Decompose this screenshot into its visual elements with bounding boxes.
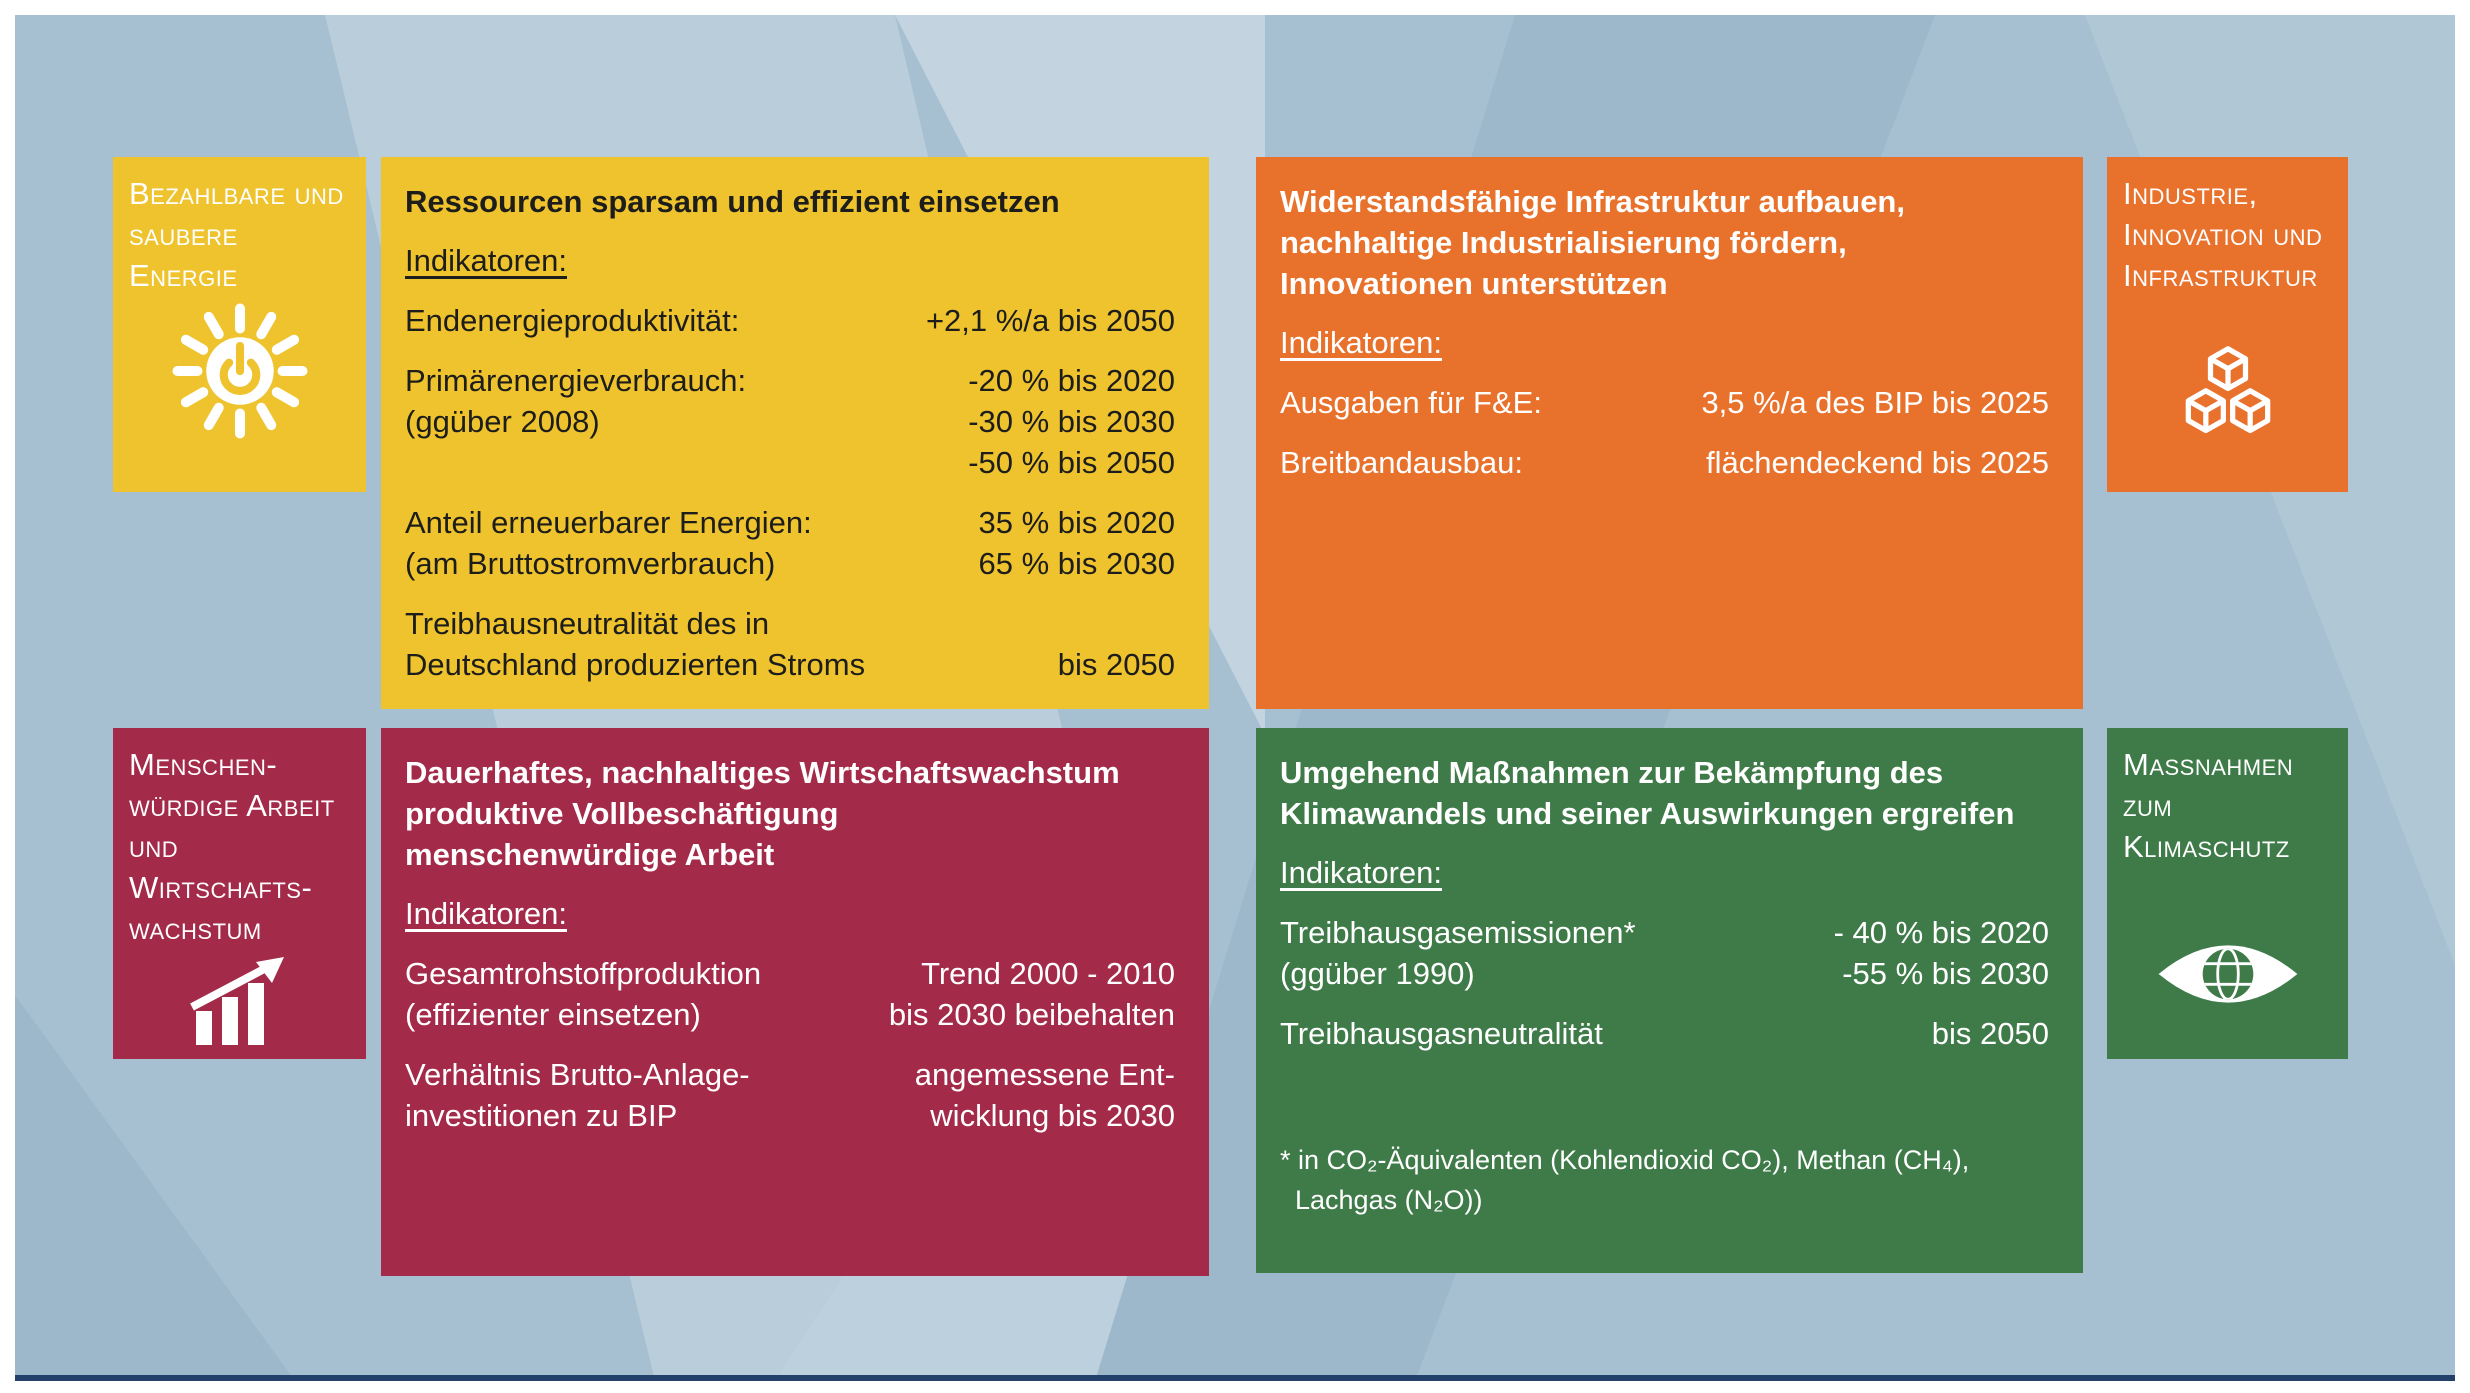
indicator-value: bis 2050 [1931, 1016, 2049, 1051]
industry-panel: Widerstandsfähige Infrastruktur aufbauen… [1256, 157, 2083, 709]
climate-panel: Umgehend Maßnahmen zur Bekämpfung des Kl… [1256, 728, 2083, 1273]
indicator-row: Verhältnis Brutto-Anlage- investitionen … [405, 1054, 1175, 1136]
sun-power-icon [165, 296, 315, 446]
sdg9-industry-tile: Industrie, Innovation und Infrastruktur [2107, 157, 2348, 492]
co2-footnote: * in CO₂-Äquivalenten (Kohlendioxid CO₂)… [1280, 1145, 1970, 1215]
indicator-label: Breitbandausbau: [1280, 445, 1524, 480]
energy-panel-title: Ressourcen sparsam und effizient einsetz… [405, 184, 1060, 219]
indicator-row: Endenergieproduktivität: +2,1 %/a bis 20… [405, 300, 1175, 341]
energy-indicators-heading: Indikatoren: [405, 243, 567, 278]
indicator-label: Endenergieproduktivität: [405, 303, 740, 338]
industry-panel-title: Widerstandsfähige Infrastruktur aufbauen… [1280, 184, 1905, 301]
growth-chart-icon [180, 949, 300, 1053]
indicator-value: 35 % bis 2020 65 % bis 2030 [978, 505, 1175, 581]
slide: Bezahlbare und saubere Energie [15, 15, 2455, 1381]
indicator-label: Treibhausgasneutralität [1280, 1016, 1603, 1051]
eye-globe-icon [2153, 931, 2303, 1017]
indicator-value: flächendeckend bis 2025 [1706, 445, 2049, 480]
work-economy-panel: Dauerhaftes, nachhaltiges Wirtschaftswac… [381, 728, 1209, 1276]
indicator-label: Primärenergieverbrauch: (ggüber 2008) [405, 363, 747, 439]
climate-panel-title: Umgehend Maßnahmen zur Bekämpfung des Kl… [1280, 755, 2015, 831]
work-indicators-heading: Indikatoren: [405, 896, 567, 931]
sdg8-tile-label: Menschen- würdige Arbeit und Wirtschafts… [129, 747, 335, 946]
indicator-row: Treibhausgasneutralität bis 2050 [1280, 1013, 2049, 1054]
sdg9-tile-label: Industrie, Innovation und Infrastruktur [2123, 176, 2323, 293]
indicator-row: Treibhausneutralität des in Deutschland … [405, 603, 1175, 685]
sdg13-climate-tile: Massnahmen zum Klimaschutz [2107, 728, 2348, 1059]
work-panel-title: Dauerhaftes, nachhaltiges Wirtschaftswac… [405, 755, 1120, 872]
indicator-value: Trend 2000 - 2010 bis 2030 beibehalten [888, 956, 1175, 1032]
indicator-value: +2,1 %/a bis 2050 [925, 303, 1175, 338]
climate-indicators-heading: Indikatoren: [1280, 855, 1442, 890]
indicator-value: angemessene Ent- wicklung bis 2030 [914, 1057, 1175, 1133]
indicator-value: bis 2050 [1057, 647, 1175, 682]
indicator-row: Anteil erneuerbarer Energien: (am Brutto… [405, 502, 1175, 584]
indicator-label: Verhältnis Brutto-Anlage- investitionen … [405, 1057, 750, 1133]
indicator-label: Treibhausneutralität des in Deutschland … [405, 606, 866, 682]
sdg13-tile-label: Massnahmen zum Klimaschutz [2123, 747, 2294, 864]
indicator-label: Anteil erneuerbarer Energien: (am Brutto… [405, 505, 812, 581]
industry-indicators-heading: Indikatoren: [1280, 325, 1442, 360]
indicator-value: -20 % bis 2020 -30 % bis 2030 -50 % bis … [968, 363, 1175, 480]
indicator-label: Ausgaben für F&E: [1280, 385, 1542, 420]
indicator-label: Gesamtrohstoffproduktion (effizienter ei… [405, 956, 762, 1032]
indicator-row: Treibhausgasemissionen* (ggüber 1990) - … [1280, 912, 2049, 994]
sdg8-work-tile: Menschen- würdige Arbeit und Wirtschafts… [113, 728, 366, 1059]
sdg7-energy-tile: Bezahlbare und saubere Energie [113, 157, 366, 492]
indicator-row: Gesamtrohstoffproduktion (effizienter ei… [405, 953, 1175, 1035]
sdg7-tile-label: Bezahlbare und saubere Energie [129, 176, 344, 293]
indicator-row: Primärenergieverbrauch: (ggüber 2008) -2… [405, 360, 1175, 483]
indicator-row: Ausgaben für F&E: 3,5 %/a des BIP bis 20… [1280, 382, 2049, 423]
indicator-value: - 40 % bis 2020 -55 % bis 2030 [1833, 915, 2049, 991]
energy-panel: Ressourcen sparsam und effizient einsetz… [381, 157, 1209, 709]
indicator-value: 3,5 %/a des BIP bis 2025 [1701, 385, 2049, 420]
indicator-row: Breitbandausbau: flächendeckend bis 2025 [1280, 442, 2049, 483]
cubes-icon [2158, 332, 2298, 452]
indicator-label: Treibhausgasemissionen* (ggüber 1990) [1280, 915, 1636, 991]
bottom-divider-line [15, 1375, 2455, 1381]
